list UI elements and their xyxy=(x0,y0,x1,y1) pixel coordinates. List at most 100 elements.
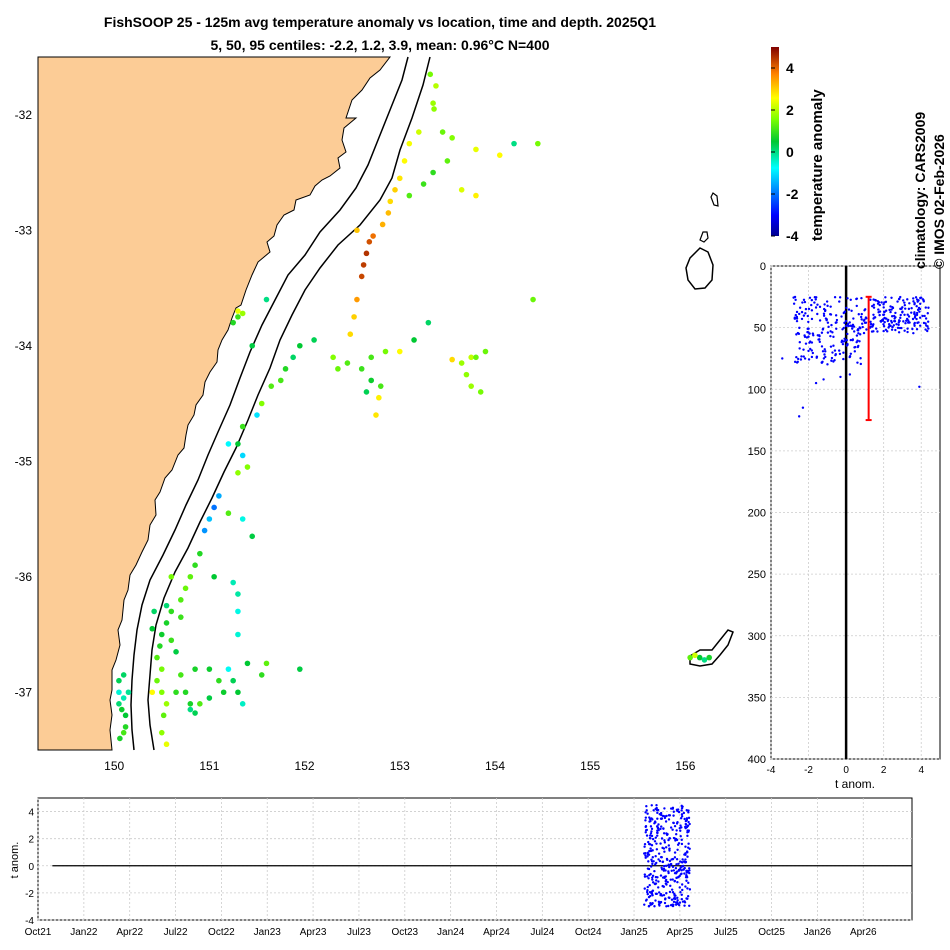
map-point xyxy=(168,637,175,644)
depth-point xyxy=(872,303,876,307)
depth-point xyxy=(907,315,911,318)
ts-point xyxy=(682,811,686,815)
depth-point xyxy=(899,316,902,320)
depth-point xyxy=(915,298,919,301)
map-y-tick-label: -34 xyxy=(15,339,33,353)
depth-point xyxy=(793,360,797,364)
map-point xyxy=(225,441,232,447)
map-point xyxy=(282,366,289,372)
depth-point xyxy=(858,326,861,329)
ts-point xyxy=(657,852,661,855)
ts-point xyxy=(655,842,658,845)
ts-point xyxy=(674,867,678,870)
depth-point xyxy=(886,330,889,333)
map-point xyxy=(154,654,160,661)
island-main xyxy=(685,247,714,290)
depth-point xyxy=(840,315,843,318)
ts-point xyxy=(680,897,684,901)
ts-x-tick-label: Oct22 xyxy=(208,927,235,938)
map-x-tick-label: 155 xyxy=(580,759,600,773)
depth-point xyxy=(811,351,815,355)
map-point xyxy=(311,337,317,343)
ts-point xyxy=(680,869,683,872)
ts-point xyxy=(657,823,660,826)
depth-point xyxy=(857,313,860,316)
depth-point xyxy=(796,331,800,335)
depth-point xyxy=(801,406,805,409)
map-point xyxy=(206,666,213,672)
ts-point xyxy=(652,809,655,812)
depth-point xyxy=(913,312,916,316)
depth-point xyxy=(806,314,810,318)
ts-point xyxy=(647,860,650,863)
map-point xyxy=(406,192,413,199)
ts-point xyxy=(684,852,687,855)
depth-point xyxy=(848,355,851,359)
depth-point xyxy=(887,318,890,322)
depth-point xyxy=(810,309,814,312)
depth-point xyxy=(873,316,877,319)
ts-point xyxy=(665,832,668,835)
depth-point xyxy=(833,295,837,299)
map-point xyxy=(154,677,160,684)
map-point xyxy=(192,562,198,568)
depth-point xyxy=(859,362,863,366)
map-point xyxy=(385,210,392,216)
ts-point xyxy=(688,822,691,826)
ts-point xyxy=(674,833,678,836)
depth-point xyxy=(917,321,920,324)
depth-point xyxy=(835,318,839,322)
ts-point xyxy=(680,883,684,886)
depth-profile-panel: 0 50 100 150 200 250 300 350 400-4 -2 0 2 4 t anom. xyxy=(748,261,941,791)
ts-x-tick-label: Oct21 xyxy=(25,927,52,938)
ts-point xyxy=(656,811,659,815)
depth-point xyxy=(810,349,813,352)
ts-point xyxy=(675,858,679,861)
ts-point xyxy=(655,861,658,865)
depth-point xyxy=(858,340,861,343)
ts-point xyxy=(672,897,676,900)
depth-point xyxy=(903,301,906,304)
ts-point xyxy=(651,862,654,866)
ts-point xyxy=(657,858,660,861)
depth-point xyxy=(795,310,799,314)
depth-point xyxy=(842,326,845,330)
depth-point xyxy=(906,313,909,316)
map-point xyxy=(187,706,194,713)
ts-point xyxy=(680,815,684,818)
ts-point xyxy=(651,876,654,879)
map-point xyxy=(239,452,246,459)
depth-point xyxy=(890,328,894,331)
ts-point xyxy=(654,899,657,902)
ts-ylabel: t anom. xyxy=(9,842,21,879)
ts-point xyxy=(664,846,668,849)
depth-point xyxy=(891,306,895,310)
depth-point xyxy=(825,300,829,303)
depth-point xyxy=(878,313,881,317)
depth-point xyxy=(821,350,825,353)
map-point xyxy=(468,354,474,361)
depth-point xyxy=(856,328,859,332)
depth-point xyxy=(857,344,860,348)
depth-point xyxy=(815,356,818,359)
ts-point xyxy=(680,872,683,875)
ts-point xyxy=(664,820,668,823)
ts-point xyxy=(648,850,651,853)
ts-point xyxy=(659,842,662,845)
depth-point xyxy=(804,342,808,345)
ts-point xyxy=(677,810,681,814)
depth-point xyxy=(844,319,848,323)
ts-point xyxy=(665,814,668,818)
depth-point xyxy=(807,307,811,311)
ts-point xyxy=(663,839,666,842)
depth-point xyxy=(846,322,850,326)
depth-point xyxy=(849,352,853,355)
depth-point xyxy=(797,415,801,418)
map-point xyxy=(244,464,251,470)
ts-point xyxy=(683,901,687,904)
depth-point xyxy=(860,296,863,300)
ts-point xyxy=(677,868,681,872)
depth-y-tick-label: 150 xyxy=(748,446,766,458)
depth-point xyxy=(915,305,918,308)
depth-point xyxy=(793,317,797,320)
